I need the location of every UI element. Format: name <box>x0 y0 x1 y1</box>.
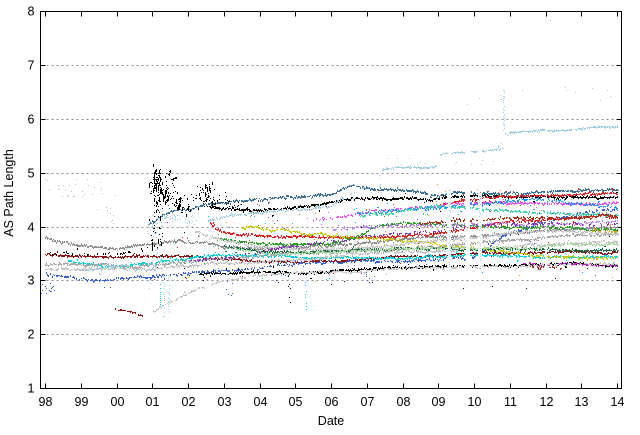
svg-text:14: 14 <box>611 395 625 409</box>
svg-text:1: 1 <box>28 381 35 395</box>
svg-text:07: 07 <box>361 395 375 409</box>
svg-text:5: 5 <box>28 166 35 180</box>
svg-text:8: 8 <box>28 4 35 18</box>
svg-text:01: 01 <box>146 395 160 409</box>
svg-text:12: 12 <box>540 395 554 409</box>
svg-text:4: 4 <box>28 220 35 234</box>
svg-text:98: 98 <box>39 395 53 409</box>
svg-text:13: 13 <box>575 395 589 409</box>
svg-text:6: 6 <box>28 112 35 126</box>
svg-text:04: 04 <box>254 395 268 409</box>
svg-text:10: 10 <box>468 395 482 409</box>
svg-text:2: 2 <box>28 327 35 341</box>
svg-text:00: 00 <box>111 395 125 409</box>
svg-text:11: 11 <box>504 395 517 409</box>
svg-text:06: 06 <box>325 395 339 409</box>
svg-text:AS Path Length: AS Path Length <box>2 149 16 237</box>
svg-text:99: 99 <box>75 395 89 409</box>
svg-text:08: 08 <box>397 395 411 409</box>
svg-text:02: 02 <box>182 395 196 409</box>
svg-text:Date: Date <box>318 414 344 428</box>
svg-text:05: 05 <box>289 395 303 409</box>
svg-text:03: 03 <box>218 395 232 409</box>
svg-text:09: 09 <box>432 395 446 409</box>
svg-text:7: 7 <box>28 58 35 72</box>
svg-text:3: 3 <box>28 273 35 287</box>
